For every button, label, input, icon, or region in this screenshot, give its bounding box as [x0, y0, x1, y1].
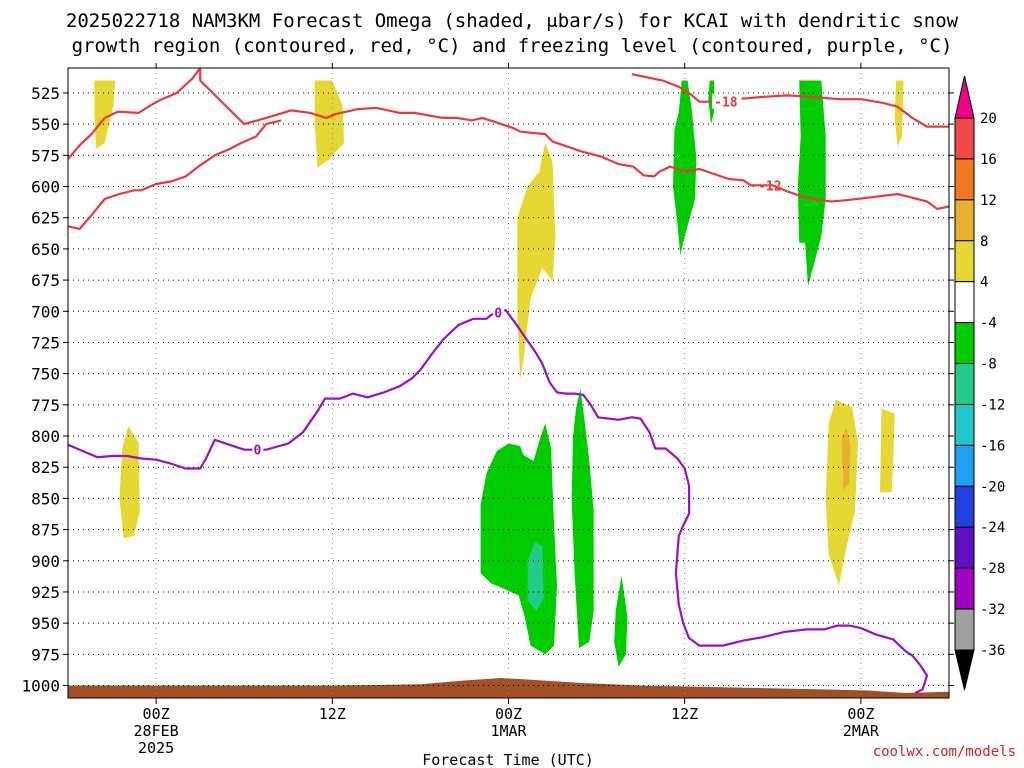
omega-region-2 [517, 142, 556, 380]
colorbar-box-6 [954, 363, 975, 405]
dgz-label-bg-0 [712, 93, 742, 109]
dgz-contour-label-1: -12 [758, 179, 781, 194]
omega-region-14 [527, 542, 544, 611]
dgz-contour-1 [68, 68, 202, 160]
freezing-level-contour [68, 308, 929, 694]
colorbar: 20 16 12 8 4 -4 -8 -12 -16 -20 -24 -28 -32 -36 [954, 75, 1005, 691]
colorbar-box-0 [954, 117, 975, 160]
colorbar-label-3: 8 [980, 234, 988, 250]
colorbar-label-6: -8 [980, 357, 997, 373]
colorbar-label-13: -36 [980, 643, 1005, 659]
omega-region-1 [314, 80, 344, 168]
colorbar-label-9: -20 [980, 479, 1005, 495]
colorbar-box-3 [954, 240, 975, 283]
colorbar-box-7 [954, 403, 975, 446]
freezing-contour-label-1: 0 [494, 307, 502, 322]
y-tick-label-14: 875 [31, 521, 60, 540]
colorbar-label-10: -24 [980, 520, 1005, 536]
y-tick-label-4: 625 [31, 209, 60, 228]
colorbar-box-1 [954, 158, 975, 201]
y-tick-label-3: 600 [31, 178, 60, 197]
dgz-contour-label-0: -18 [714, 96, 738, 111]
colorbar-box-8 [954, 444, 975, 487]
colorbar-box-5 [954, 322, 975, 365]
x-tick-label-1-0: 12Z [319, 705, 346, 723]
y-tick-label-18: 975 [31, 645, 60, 664]
y-tick-label-19: 1000 [21, 677, 60, 696]
colorbar-label-11: -28 [980, 561, 1005, 577]
y-tick-label-12: 825 [31, 458, 60, 477]
dgz-contour-0 [631, 73, 949, 128]
y-tick-label-17: 950 [31, 614, 60, 633]
x-tick-label-0-0: 00Z [143, 705, 170, 723]
dgz-contour-3 [68, 119, 282, 231]
plot-area: -18 -12 0 0 [68, 68, 949, 698]
y-tick-label-2: 575 [31, 146, 60, 165]
colorbar-bottom-triangle [954, 649, 975, 691]
colorbar-label-8: -16 [980, 438, 1005, 454]
y-tick-label-15: 900 [31, 552, 60, 571]
omega-region-6 [880, 408, 895, 493]
y-tick-label-9: 750 [31, 365, 60, 384]
omega-region-12 [571, 388, 594, 649]
freezing-label-bg-0 [252, 441, 264, 457]
axes: 525 550 575 600 625 650 675 700 725 750 775 800 825 8… [21, 63, 954, 757]
omega-region-3 [894, 80, 904, 147]
omega-region-0 [94, 80, 115, 150]
colorbar-label-4: 4 [980, 275, 988, 291]
y-tick-label-5: 650 [31, 240, 60, 259]
omega-region-5 [825, 399, 858, 586]
colorbar-label-7: -12 [980, 397, 1005, 413]
y-tick-label-1: 550 [31, 115, 60, 134]
freezing-contour-label-0: 0 [254, 444, 262, 459]
colorbar-top-triangle [954, 75, 975, 119]
colorbar-box-4 [954, 281, 975, 324]
omega-region-7 [841, 427, 851, 490]
chart-title-line2: growth region (contoured, red, °C) and f… [72, 35, 953, 57]
colorbar-label-0: 20 [980, 111, 997, 127]
x-tick-label-2-1: 1MAR [490, 722, 527, 740]
x-tick-label-3-0: 12Z [671, 705, 698, 723]
colorbar-box-9 [954, 485, 975, 528]
x-tick-label-0-2: 2025 [138, 739, 174, 757]
x-tick-label-0-1: 28FEB [134, 722, 179, 740]
y-tick-label-10: 775 [31, 396, 60, 415]
omega-region-4 [119, 426, 140, 539]
colorbar-box-2 [954, 199, 975, 242]
omega-region-11 [480, 423, 557, 655]
colorbar-box-12 [954, 608, 975, 651]
y-tick-label-16: 925 [31, 583, 60, 602]
y-tick-label-13: 850 [31, 489, 60, 508]
y-tick-label-7: 700 [31, 302, 60, 321]
freezing-label-bg-1 [493, 304, 505, 320]
y-tick-label-8: 725 [31, 333, 60, 352]
colorbar-box-10 [954, 526, 975, 569]
colorbar-label-1: 16 [980, 152, 997, 168]
omega-region-10 [797, 80, 826, 287]
y-tick-label-6: 675 [31, 271, 60, 290]
dgz-contour-2 [199, 68, 949, 211]
y-tick-label-11: 800 [31, 427, 60, 446]
colorbar-label-12: -32 [980, 602, 1005, 618]
x-axis-label: Forecast Time (UTC) [422, 751, 594, 768]
y-tick-label-0: 525 [31, 84, 60, 103]
x-tick-label-4-0: 00Z [847, 705, 874, 723]
colorbar-label-2: 12 [980, 193, 997, 209]
x-tick-label-2-0: 00Z [495, 705, 522, 723]
omega-region-13 [614, 575, 628, 667]
credit-text: coolwx.com/models [873, 744, 1016, 760]
x-tick-label-4-1: 2MAR [843, 722, 880, 740]
colorbar-box-11 [954, 567, 975, 610]
colorbar-label-5: -4 [980, 316, 997, 332]
chart-title-line1: 2025022718 NAM3KM Forecast Omega (shaded… [66, 10, 959, 32]
